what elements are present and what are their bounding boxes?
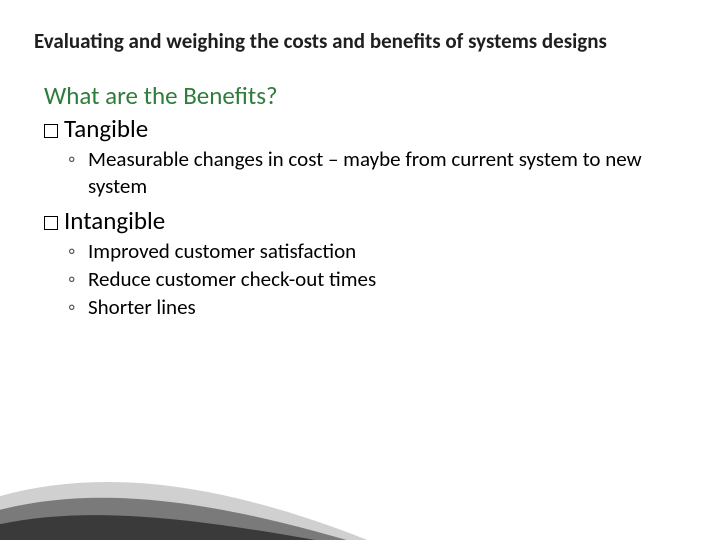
sub-bullet-icon: ◦ (68, 266, 78, 292)
swoosh-layer-light (0, 482, 380, 540)
list-item-text: Improved customer satisfaction (88, 238, 686, 264)
list-item-text: Measurable changes in cost – maybe from … (88, 146, 686, 199)
list-item: ◦ Measurable changes in cost – maybe fro… (68, 146, 686, 199)
list-item: ◦ Shorter lines (68, 294, 686, 320)
bullet-box-icon (44, 124, 58, 138)
section-heading-intangible: Intangible (44, 205, 686, 236)
slide: Evaluating and weighing the costs and be… (0, 0, 720, 540)
list-item-text: Reduce customer check-out times (88, 266, 686, 292)
list-item: ◦ Reduce customer check-out times (68, 266, 686, 292)
sub-list-tangible: ◦ Measurable changes in cost – maybe fro… (68, 146, 686, 199)
list-item: ◦ Improved customer satisfaction (68, 238, 686, 264)
bullet-box-icon (44, 216, 58, 230)
question-heading: What are the Benefits? (44, 80, 686, 111)
sub-bullet-icon: ◦ (68, 146, 78, 172)
swoosh-layer-base (0, 515, 380, 540)
sub-list-intangible: ◦ Improved customer satisfaction ◦ Reduc… (68, 238, 686, 321)
section-heading-label: Tangible (64, 113, 148, 144)
sub-bullet-icon: ◦ (68, 238, 78, 264)
slide-title: Evaluating and weighing the costs and be… (34, 28, 686, 54)
section-heading-tangible: Tangible (44, 113, 686, 144)
decorative-swoosh (0, 430, 380, 540)
sub-bullet-icon: ◦ (68, 294, 78, 320)
content-area: What are the Benefits? Tangible ◦ Measur… (34, 80, 686, 320)
section-heading-label: Intangible (64, 205, 165, 236)
swoosh-layer-mid (0, 498, 380, 540)
list-item-text: Shorter lines (88, 294, 686, 320)
